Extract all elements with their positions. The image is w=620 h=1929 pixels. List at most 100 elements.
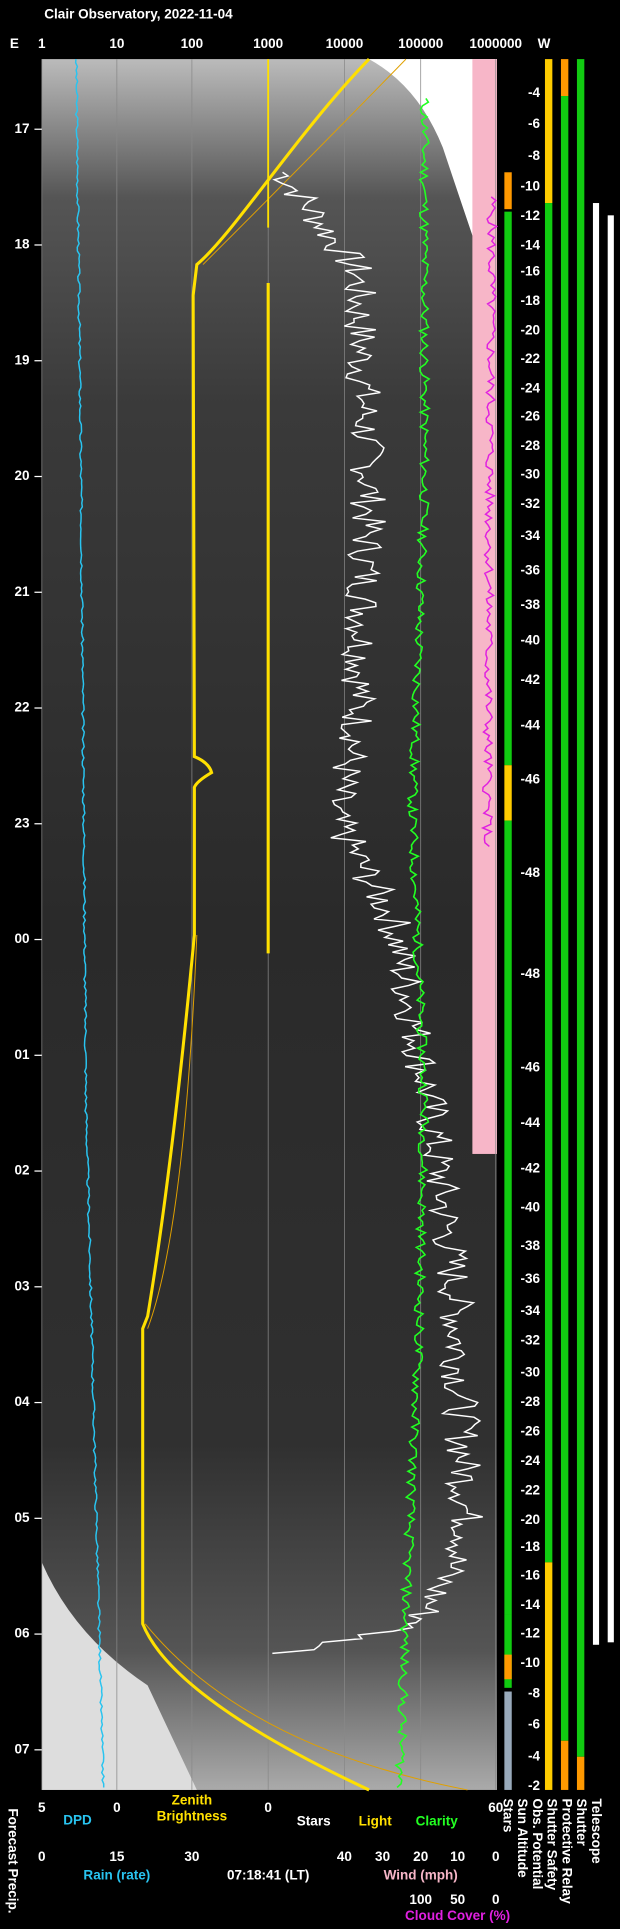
grid (41, 59, 497, 1790)
time-label: 19 (14, 352, 30, 367)
time-label: 18 (14, 237, 30, 252)
light-label: Light (359, 1813, 393, 1828)
time-label: 01 (14, 1047, 30, 1062)
altitude-label: -14 (520, 1597, 540, 1612)
sky-bright (369, 59, 497, 308)
top-tick-label: 100000 (398, 36, 443, 51)
altitude-label: -38 (520, 597, 540, 612)
rain-tick: 15 (109, 1849, 125, 1864)
altitude-label: -48 (520, 966, 540, 981)
rain-label: Rain (rate) (83, 1868, 150, 1883)
altitude-label: -38 (520, 1238, 540, 1253)
wind-tick: 40 (337, 1849, 352, 1864)
altitude-label: -18 (520, 1539, 540, 1554)
wind-tick: 10 (450, 1849, 465, 1864)
altitude-label: -20 (520, 323, 540, 338)
time-label: 04 (14, 1394, 30, 1409)
side-label: Forecast Precip. (6, 1808, 21, 1913)
altitude-label: -8 (528, 148, 541, 163)
dpd-label: DPD (63, 1812, 92, 1827)
cloud-tick: 100 (409, 1892, 432, 1907)
altitude-label: -32 (520, 1333, 540, 1348)
clarity-line (394, 98, 431, 1789)
status-label: Sun Altitude (515, 1799, 530, 1879)
stars-label: Stars (297, 1813, 331, 1828)
cloud-tick: 0 (492, 1892, 500, 1907)
altitude-label: -48 (520, 865, 540, 880)
altitude-label: -36 (520, 562, 540, 577)
altitude-label: -36 (520, 1271, 540, 1286)
bottom-tick: 5 (38, 1800, 46, 1815)
altitude-label: -12 (520, 208, 540, 223)
west: W (538, 36, 551, 51)
altitude-label: -24 (520, 380, 540, 395)
altitude-label: -42 (520, 1160, 540, 1175)
bottom-tick: 60 (488, 1800, 503, 1815)
time-label: 07 (14, 1741, 29, 1756)
cloud-line (480, 196, 499, 847)
top-tick-label: 1000000 (469, 36, 522, 51)
cloud-tick: 50 (450, 1892, 465, 1907)
top-tick-label: 10 (109, 36, 124, 51)
altitude-label: -40 (520, 1200, 540, 1215)
altitude-label: -8 (528, 1686, 541, 1701)
time-label: 22 (14, 700, 29, 715)
altitude-label: -30 (520, 1364, 540, 1379)
time-label: 17 (14, 121, 29, 136)
altitude-label: -4 (528, 85, 541, 100)
zenith-label: Brightness (157, 1809, 228, 1824)
status-label: Telescope (589, 1799, 604, 1865)
altitude-label: -12 (520, 1625, 540, 1640)
wind-tick: 20 (413, 1849, 428, 1864)
wind-tick: 0 (492, 1849, 500, 1864)
altitude-label: -4 (528, 1748, 541, 1763)
altitude-label: -34 (520, 528, 540, 543)
altitude-label: -16 (520, 263, 540, 278)
status-label: Shutter Safety (545, 1799, 560, 1891)
wind-tick: 30 (375, 1849, 390, 1864)
time-label: 20 (14, 468, 29, 483)
zenith-label: Zenith (172, 1793, 213, 1808)
altitude-label: -2 (528, 1778, 540, 1793)
clarity-label: Clarity (416, 1813, 459, 1828)
altitude-label: -6 (528, 116, 541, 131)
altitude-label: -28 (520, 1394, 540, 1409)
top-tick-label: 1000 (253, 36, 283, 51)
time-label: 05 (14, 1510, 30, 1525)
altitude-label: -22 (520, 351, 540, 366)
rain-tick: 0 (38, 1849, 46, 1864)
cloud-label: Cloud Cover (%) (405, 1908, 510, 1923)
altitude-label: -26 (520, 1424, 540, 1439)
top-tick-label: 10000 (326, 36, 364, 51)
altitude-label: -14 (520, 238, 540, 253)
sky-bright (41, 1562, 197, 1790)
bottom-tick: 0 (113, 1800, 121, 1815)
altitude-label: -30 (520, 466, 540, 481)
altitude-label: -10 (520, 1655, 540, 1670)
status-label: Protective Relay (559, 1799, 574, 1905)
time-label: 02 (14, 1163, 29, 1178)
dpd-line (74, 59, 105, 1788)
altitude-label: -28 (520, 438, 540, 453)
time-label: 00 (14, 931, 29, 946)
stars-line (272, 171, 483, 1655)
top-tick-label: 1 (38, 36, 46, 51)
status-bars (504, 59, 614, 1790)
status-label: Obs. Potential (530, 1799, 545, 1890)
wind-label: Wind (mph) (384, 1868, 458, 1883)
rain-tick: 30 (184, 1849, 199, 1864)
altitude-label: -20 (520, 1512, 540, 1527)
altitude-label: -46 (520, 1059, 540, 1074)
east: E (10, 36, 19, 51)
time-label: 21 (14, 584, 30, 599)
time-label: 03 (14, 1278, 30, 1293)
altitude-label: -6 (528, 1716, 541, 1731)
time-stamp: 07:18:41 (LT) (227, 1868, 309, 1883)
time-label: 23 (14, 815, 30, 830)
wind-band (472, 59, 497, 1154)
title: Clair Observatory, 2022-11-04 (44, 6, 233, 21)
altitude-label: -24 (520, 1453, 540, 1468)
altitude-label: -40 (520, 633, 540, 648)
altitude-label: -34 (520, 1303, 540, 1318)
